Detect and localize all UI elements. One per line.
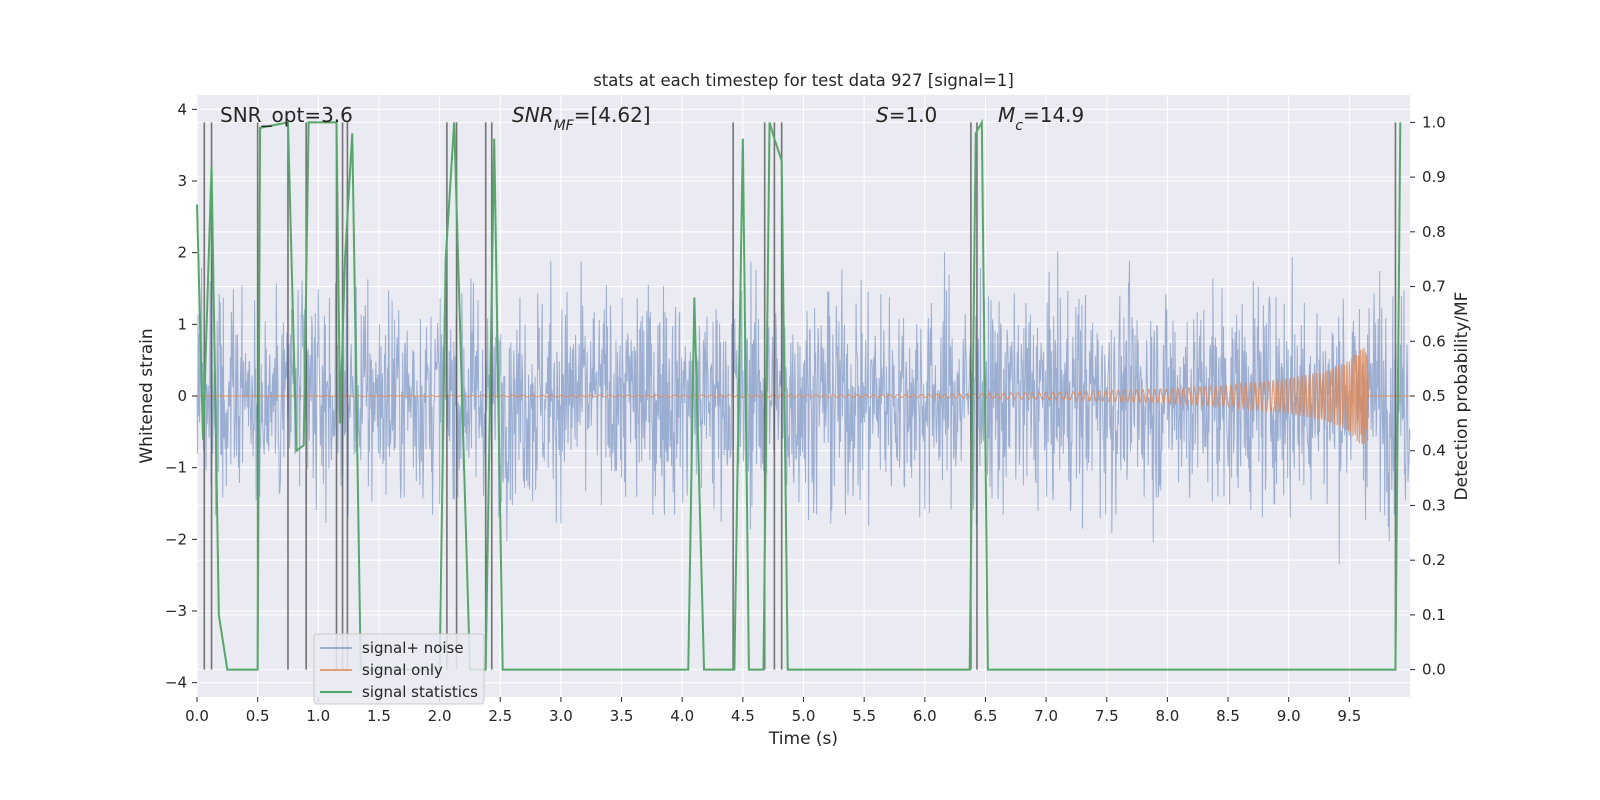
x-tick-label: 1.5 — [367, 707, 391, 725]
y2-tick-label: 0.7 — [1422, 278, 1446, 296]
chart-title: stats at each timestep for test data 927… — [593, 71, 1014, 90]
x-tick-label: 3.5 — [610, 707, 634, 725]
legend-label: signal+ noise — [362, 639, 464, 657]
x-tick-label: 7.0 — [1034, 707, 1058, 725]
y-tick-label: 1 — [177, 315, 187, 333]
y-tick-label: −3 — [165, 602, 187, 620]
y2-tick-label: 0.6 — [1422, 332, 1446, 350]
signal-only-series — [197, 347, 1410, 445]
legend-label: signal statistics — [362, 683, 478, 701]
y2-axis-label: Detection probability/MF — [1452, 292, 1472, 501]
y2-tick-label: 0.5 — [1422, 387, 1446, 405]
y2-tick-label: 0.8 — [1422, 223, 1446, 241]
y-tick-label: 4 — [177, 100, 187, 118]
legend-label: signal only — [362, 661, 443, 679]
y-axis-label: Whitened strain — [137, 328, 157, 463]
y2-tick-label: 0.9 — [1422, 168, 1446, 186]
y2-tick-label: 0.1 — [1422, 606, 1446, 624]
y-tick-label: −2 — [165, 530, 187, 548]
chirp-mass-annotation: Mc=14.9 — [998, 103, 1084, 134]
y-tick-label: 0 — [177, 387, 187, 405]
x-tick-label: 3.0 — [549, 707, 573, 725]
x-tick-label: 9.0 — [1277, 707, 1301, 725]
x-tick-label: 6.0 — [913, 707, 937, 725]
noise-series — [196, 245, 1411, 565]
x-tick-label: 1.0 — [306, 707, 330, 725]
signal-noise-line — [196, 245, 1411, 565]
y2-tick-label: 1.0 — [1422, 113, 1446, 131]
signal-only-line — [197, 347, 1410, 445]
x-tick-label: 0.0 — [185, 707, 209, 725]
y-tick-label: −4 — [165, 674, 187, 692]
y-tick-label: 3 — [177, 172, 187, 190]
x-tick-label: 5.5 — [852, 707, 876, 725]
annotations: SNR_opt=3.6 SNRMF=[4.62] S=1.0 Mc=14.9 — [220, 103, 1084, 134]
y2-tick-label: 0.4 — [1422, 442, 1446, 460]
x-tick-label: 6.5 — [974, 707, 998, 725]
x-tick-label: 5.0 — [792, 707, 816, 725]
s-value-annotation: S=1.0 — [876, 103, 937, 127]
legend-box — [313, 633, 485, 705]
x-tick-label: 8.5 — [1216, 707, 1240, 725]
x-tick-label: 4.5 — [731, 707, 755, 725]
x-tick-label: 8.0 — [1155, 707, 1179, 725]
y-tick-label: 2 — [177, 244, 187, 262]
axes: 0.0 0.5 1.0 1.5 2.0 2.5 3.0 3.5 4.0 4.5 5.0 5.5 6.0 6… — [165, 100, 1446, 725]
legend: signal+ noise signal only signal statistic… — [313, 633, 485, 705]
x-tick-label: 4.0 — [670, 707, 694, 725]
x-tick-label: 2.0 — [428, 707, 452, 725]
y-tick-label: −1 — [165, 459, 187, 477]
x-tick-label: 2.5 — [488, 707, 512, 725]
snr-mf-annotation: SNRMF=[4.62] — [512, 103, 651, 134]
x-tick-label: 0.5 — [246, 707, 270, 725]
y2-tick-label: 0.0 — [1422, 661, 1446, 679]
snr-opt-annotation: SNR_opt=3.6 — [220, 103, 353, 127]
y2-tick-label: 0.3 — [1422, 496, 1446, 514]
x-tick-label: 9.5 — [1337, 707, 1361, 725]
y2-tick-label: 0.2 — [1422, 551, 1446, 569]
x-tick-label: 7.5 — [1095, 707, 1119, 725]
x-axis-label: Time (s) — [768, 729, 838, 749]
